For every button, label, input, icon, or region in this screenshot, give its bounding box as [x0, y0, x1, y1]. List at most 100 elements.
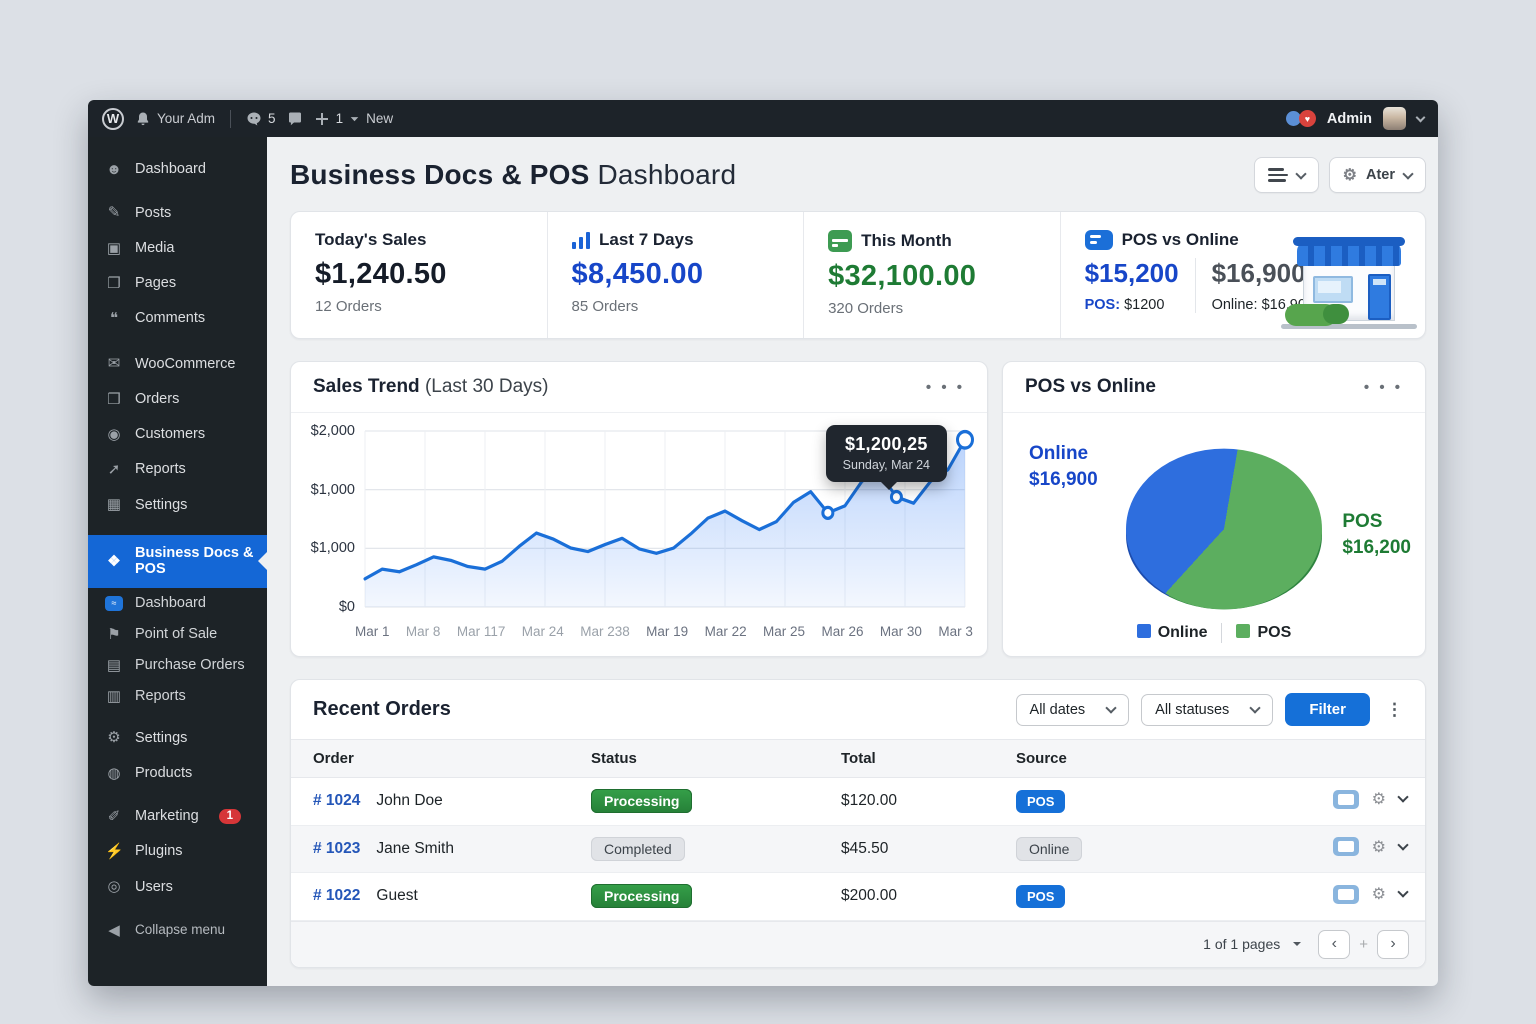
sidebar-item-settings-2[interactable]: ⚙ Settings	[88, 720, 267, 755]
date-filter-select[interactable]: All dates	[1015, 693, 1130, 726]
x-axis-labels: Mar 1 Mar 8 Mar 117 Mar 24 Mar 238 Mar 19 Mar …	[355, 624, 973, 639]
ellipsis-menu-icon[interactable]: • • •	[1363, 378, 1403, 396]
sidebar-item-customers[interactable]: ◉ Customers	[88, 417, 267, 452]
receipt-icon[interactable]	[1332, 789, 1359, 809]
gear-icon[interactable]: ⚙	[1371, 791, 1386, 808]
sidebar-subitem-purchase-orders[interactable]: ▤ Purchase Orders	[106, 656, 245, 674]
orders-icon: ❒	[107, 390, 121, 408]
point-of-sale-icon: ⚑	[107, 625, 121, 643]
sidebar-item-products[interactable]: ◍ Products	[88, 756, 267, 791]
sidebar-item-reports[interactable]: ➚ Reports	[88, 452, 267, 487]
source-badge: Online	[1016, 836, 1083, 861]
expand-row-chevron-icon[interactable]	[1397, 838, 1409, 851]
status-filter-select[interactable]: All statuses	[1141, 693, 1274, 726]
sidebar-item-pages[interactable]: ❐ Pages	[88, 266, 267, 301]
page-size-caret-icon[interactable]	[1293, 942, 1302, 950]
marketing-icon: ✐	[107, 807, 121, 825]
admin-top-bar: W Your Adm 5 1 New ♥	[88, 100, 1438, 137]
prev-page-button[interactable]: ‹	[1318, 929, 1351, 959]
receipt-icon[interactable]	[1332, 837, 1359, 856]
expand-row-chevron-icon[interactable]	[1397, 791, 1409, 803]
pos-vs-online-card: POS vs Online • • • Online $16,900	[1002, 361, 1426, 657]
this-month-value: $32,100.00	[828, 260, 977, 292]
gear-icon: ⚙	[1342, 167, 1357, 184]
table-row-order-1022: # 1022 Guest Processing $200.00 POS ⚙	[291, 872, 1425, 921]
reports-icon: ➚	[107, 461, 121, 478]
updates-menu[interactable]: 5	[246, 111, 276, 127]
sub-dashboard-icon: ≈	[105, 595, 123, 611]
chevron-down-icon	[1402, 167, 1414, 180]
filter-button[interactable]: Filter	[1285, 693, 1370, 726]
pie-legend: Online POS	[1003, 623, 1425, 643]
wordpress-logo-icon[interactable]: W	[102, 107, 124, 130]
calendar-icon	[828, 230, 853, 252]
stat-last-7-days: Last 7 Days $8,450.00 85 Orders	[548, 212, 805, 338]
pie-chart: Online $16,900 POS $16,200 Online POS	[1003, 413, 1425, 651]
pagination-bar: 1 of 1 pages ‹ + ›	[291, 920, 1425, 967]
status-badge: Processing	[591, 884, 693, 909]
sidebar-item-media[interactable]: ▣ Media	[106, 239, 175, 257]
customers-icon: ◉	[107, 425, 121, 443]
page-title: Business Docs & POS Dashboard	[290, 159, 737, 190]
ater-dropdown-button[interactable]: ⚙ Ater	[1328, 157, 1426, 193]
avatar[interactable]	[1383, 107, 1406, 130]
sub-reports-icon: ▥	[106, 688, 122, 706]
sidebar-item-posts[interactable]: ✎ Posts	[88, 195, 267, 230]
page-separator: +	[1359, 935, 1368, 953]
admin-sidebar: ☻ Dashboard ✎ Posts ▣ Media ❐ Pages ❝ Comment…	[88, 137, 267, 986]
products-icon: ◍	[107, 764, 121, 782]
sidebar-item-users[interactable]: ◎ Users	[88, 869, 267, 904]
sales-trend-chart: $2,000 $1,000 $1,000 $0	[311, 423, 974, 615]
wp-admin-window: W Your Adm 5 1 New ♥	[88, 100, 1438, 986]
status-badge: Processing	[591, 789, 693, 814]
pie-label-pos: POS $16,200	[1342, 511, 1411, 558]
source-badge: POS	[1016, 884, 1066, 908]
pos-stat-column: $15,200 POS: $1200	[1084, 258, 1179, 313]
comments-menu[interactable]	[287, 111, 303, 127]
sidebar-item-collapse-menu[interactable]: ◀ Collapse menu	[88, 913, 267, 948]
site-name: Your Adm	[157, 111, 216, 126]
receipt-icon[interactable]	[1332, 884, 1359, 904]
chevron-down-icon	[1294, 167, 1307, 180]
gear-icon[interactable]: ⚙	[1371, 886, 1386, 903]
notification-badges[interactable]: ♥	[1285, 110, 1316, 127]
next-page-button[interactable]: ›	[1377, 929, 1409, 959]
new-content-menu[interactable]: 1 New	[314, 111, 393, 127]
sidebar-item-dashboard[interactable]: ☻ Dashboard	[106, 161, 206, 178]
sidebar-subitem-dashboard[interactable]: ≈ Dashboard	[88, 588, 267, 619]
sidebar-subitem-point-of-sale[interactable]: ⚑ Point of Sale	[88, 619, 267, 650]
table-row-order-1024: # 1024 John Doe Processing $120.00 POS ⚙	[291, 777, 1425, 826]
chevron-down-icon[interactable]	[1415, 112, 1426, 122]
view-options-button[interactable]	[1253, 157, 1319, 193]
stat-todays-sales: Today's Sales $1,240.50 12 Orders	[291, 212, 548, 338]
orders-header-row: Order Status Total Source	[291, 739, 1425, 778]
kebab-menu-icon[interactable]: ⋮	[1386, 699, 1403, 719]
pages-icon: ❐	[107, 274, 121, 292]
gauge-icon: ☻	[106, 161, 122, 178]
sidebar-item-comments[interactable]: ❝ Comments	[88, 301, 267, 336]
status-badge: Completed	[591, 836, 685, 861]
sidebar-item-plugins[interactable]: ⚡ Plugins	[105, 843, 183, 861]
todays-sales-value: $1,240.50	[315, 258, 447, 290]
legend-swatch-pos	[1236, 624, 1251, 638]
settings-icon: ▦	[106, 496, 122, 514]
sidebar-subitem-reports[interactable]: ▥ Reports	[106, 688, 186, 706]
main-content: Business Docs & POS Dashboard ⚙ Ater	[267, 137, 1438, 986]
site-menu[interactable]: Your Adm	[135, 111, 215, 127]
order-number-link[interactable]: # 1023	[313, 839, 361, 857]
sidebar-item-business-docs-pos[interactable]: ❖ Business Docs & POS	[88, 534, 267, 588]
bell-icon	[137, 112, 149, 125]
gear-icon[interactable]: ⚙	[1371, 838, 1386, 856]
order-number-link[interactable]: # 1022	[313, 887, 361, 905]
sidebar-item-marketing[interactable]: ✐ Marketing 1	[88, 799, 267, 834]
expand-row-chevron-icon[interactable]	[1397, 886, 1409, 898]
comment-icon	[288, 112, 301, 125]
recent-orders-card: Recent Orders All dates All statuses Fil…	[290, 679, 1426, 968]
list-lines-icon	[1267, 168, 1288, 182]
sidebar-item-woocommerce[interactable]: ✉ WooCommerce	[88, 346, 267, 381]
ellipsis-menu-icon[interactable]: • • •	[925, 378, 965, 396]
users-icon: ◎	[107, 878, 121, 896]
sidebar-item-settings[interactable]: ▦ Settings	[106, 496, 188, 514]
sidebar-item-orders[interactable]: ❒ Orders	[88, 382, 267, 417]
order-number-link[interactable]: # 1024	[313, 792, 361, 810]
